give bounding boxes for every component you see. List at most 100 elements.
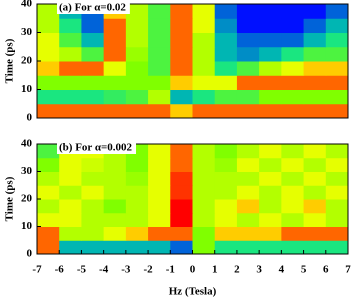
heatmap-cell	[325, 18, 349, 33]
x-tick-label: 4	[279, 264, 285, 276]
heatmap-cell	[81, 61, 105, 76]
heatmap-cell	[59, 32, 82, 48]
heatmap-cell	[103, 226, 127, 241]
heatmap-cell	[59, 199, 82, 214]
heatmap-cell	[59, 89, 82, 105]
heatmap-cell	[59, 103, 82, 119]
heatmap-cell	[192, 171, 216, 186]
heatmap-cell	[214, 32, 238, 48]
heatmap-cell	[170, 75, 193, 90]
heatmap-cell	[81, 212, 105, 227]
heatmap-cell	[148, 157, 171, 172]
heatmap-cell	[148, 46, 171, 62]
heatmap-cell	[303, 240, 327, 255]
heatmap-cell	[303, 144, 327, 159]
heatmap-cell	[236, 46, 260, 62]
heatmap-cell	[148, 240, 171, 255]
heatmap-cell	[236, 226, 260, 241]
heatmap-cell	[236, 89, 260, 105]
heatmap-cell	[214, 144, 238, 159]
heatmap-cell	[81, 157, 105, 172]
heatmap-cell	[59, 240, 82, 255]
heatmap-cell	[303, 185, 327, 200]
x-tick-label: -1	[166, 264, 175, 276]
heatmap-cell	[303, 171, 327, 186]
heatmap-cell	[81, 89, 105, 105]
x-tick-label: 3	[256, 264, 262, 276]
heatmap-cell	[325, 199, 349, 214]
heatmap-cell	[281, 18, 305, 33]
heatmap-cell	[125, 103, 149, 119]
heatmap-cell	[325, 157, 349, 172]
y-tick-label: 10	[21, 83, 33, 95]
heatmap-cell	[236, 18, 260, 33]
heatmap-cell	[59, 46, 82, 62]
heatmap-cell	[170, 89, 193, 105]
heatmap	[37, 4, 349, 119]
heatmap-cell	[325, 240, 349, 255]
y-tick-label: 0	[27, 248, 33, 260]
heatmap-cell	[148, 61, 171, 76]
heatmap-cell	[259, 185, 282, 200]
heatmap-cell	[37, 185, 60, 200]
heatmap-cell	[37, 75, 60, 90]
heatmap-cell	[148, 75, 171, 90]
heatmap-cell	[37, 199, 60, 214]
heatmap-cell	[214, 61, 238, 76]
heatmap-cell	[125, 46, 149, 62]
heatmap-cell	[325, 61, 349, 76]
heatmap-cell	[259, 144, 282, 159]
x-tick-label: -5	[77, 264, 87, 276]
heatmap-cell	[103, 212, 127, 227]
heatmap-cell	[59, 61, 82, 76]
heatmap-cell	[37, 46, 60, 62]
heatmap-cell	[236, 4, 260, 19]
y-axis-label: Time (ps)	[4, 38, 16, 83]
heatmap-cell	[303, 212, 327, 227]
panel-title: (a) For α=0.02	[59, 2, 126, 14]
heatmap-cell	[214, 226, 238, 241]
heatmap-cell	[192, 46, 216, 62]
heatmap-cell	[170, 32, 193, 48]
y-axis-label: Time (ps)	[4, 176, 16, 221]
heatmap-cell	[170, 157, 193, 172]
heatmap-cell	[192, 103, 216, 119]
heatmap-cell	[281, 199, 305, 214]
heatmap-cell	[59, 18, 82, 33]
heatmap-cell	[259, 61, 282, 76]
y-tick-label: 10	[21, 220, 33, 232]
heatmap-cell	[281, 144, 305, 159]
heatmap-cell	[170, 240, 193, 255]
heatmap-cell	[81, 103, 105, 119]
heatmap-cell	[281, 61, 305, 76]
y-tick-label: 40	[21, 138, 33, 150]
heatmap-cell	[259, 199, 282, 214]
heatmap-cell	[281, 171, 305, 186]
panel-title: (b) For α=0.002	[59, 142, 133, 154]
heatmap-cell	[236, 212, 260, 227]
heatmap-cell	[236, 240, 260, 255]
heatmap-cell	[192, 75, 216, 90]
x-tick-label: -2	[143, 264, 153, 276]
heatmap-cell	[236, 171, 260, 186]
heatmap-cell	[214, 18, 238, 33]
heatmap-cell	[125, 185, 149, 200]
heatmap-cell	[192, 32, 216, 48]
heatmap-cell	[281, 226, 305, 241]
y-tick-label: 30	[21, 26, 33, 38]
x-tick-label: 5	[301, 264, 307, 276]
x-tick-label: -7	[32, 264, 42, 276]
heatmap-cell	[259, 103, 282, 119]
heatmap-cell	[192, 4, 216, 19]
heatmap-cell	[281, 75, 305, 90]
heatmap-cell	[81, 226, 105, 241]
heatmap-cell	[59, 171, 82, 186]
heatmap-cell	[125, 157, 149, 172]
heatmap-cell	[59, 157, 82, 172]
heatmap-cell	[281, 103, 305, 119]
heatmap-cell	[37, 18, 60, 33]
heatmap-cell	[214, 157, 238, 172]
heatmap-cell	[170, 144, 193, 159]
heatmap-cell	[170, 185, 193, 200]
heatmap-cell	[259, 46, 282, 62]
